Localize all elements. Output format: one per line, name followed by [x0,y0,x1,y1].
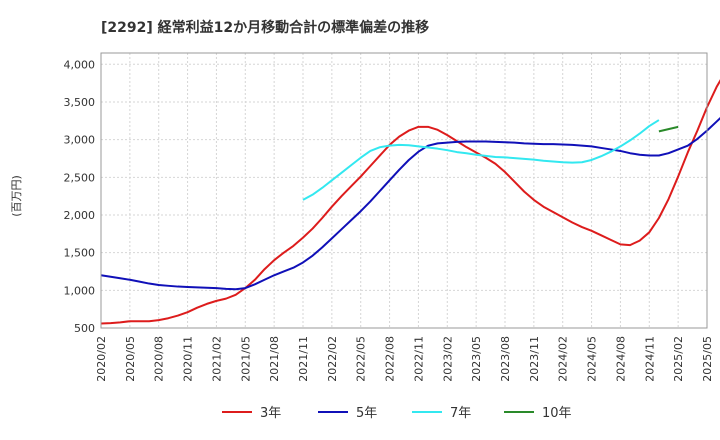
x-tick-label: 2021/08 [268,336,281,382]
x-tick-label: 2024/05 [586,336,599,382]
legend-label: 5年 [356,406,377,421]
plot-frame [100,52,708,329]
x-tick-label: 2020/08 [153,336,166,382]
x-tick-label: 2024/08 [614,336,627,382]
grid [100,53,708,329]
x-tick-label: 2024/11 [643,336,656,382]
series-line-5年 [100,117,720,291]
y-tick-label: 2,500 [64,171,96,184]
y-tick-label: 1,000 [64,284,96,297]
series-line-3年 [100,79,720,325]
x-tick-label: 2023/08 [499,336,512,382]
series-line-10年 [658,125,679,133]
y-tick-label: 3,000 [64,134,96,147]
x-tick-label: 2023/05 [470,336,483,382]
axes: 500 1,000 1,500 2,000 2,500 3,000 3,500 4,000 20… [64,52,714,382]
x-tick-label: 2020/02 [95,336,108,382]
x-tick-label: 2025/02 [672,336,685,382]
series-line-7年 [302,119,660,201]
x-tick-label: 2021/05 [239,336,252,382]
x-tick-label: 2022/11 [412,336,425,382]
x-tick-label: 2023/11 [528,336,541,382]
x-tick-label: 2022/05 [355,336,368,382]
y-tick-label: 2,000 [64,209,96,222]
y-tick-label: 4,000 [64,58,96,71]
x-tick-label: 2021/02 [210,336,223,382]
x-tick-label: 2020/11 [182,336,195,382]
legend-label: 3年 [260,406,281,421]
y-tick-label: 500 [74,322,95,335]
y-tick-label: 1,500 [64,247,96,260]
x-tick-label: 2020/05 [124,336,137,382]
x-tick-label: 2022/08 [384,336,397,382]
y-tick-label: 3,500 [64,96,96,109]
y-axis-label: (百万円) [10,175,23,217]
x-tick-label: 2021/11 [297,336,310,382]
series-lines [100,79,720,325]
legend-label: 10年 [542,406,572,421]
legend-label: 7年 [450,406,471,421]
x-tick-label: 2022/02 [326,336,339,382]
legend: 3年 5年 7年 10年 [222,406,572,421]
chart-title: [2292] 経常利益12か月移動合計の標準偏差の推移 [101,19,429,36]
x-tick-label: 2025/05 [701,336,714,382]
x-tick-label: 2024/02 [557,336,570,382]
x-tick-label: 2023/02 [441,336,454,382]
